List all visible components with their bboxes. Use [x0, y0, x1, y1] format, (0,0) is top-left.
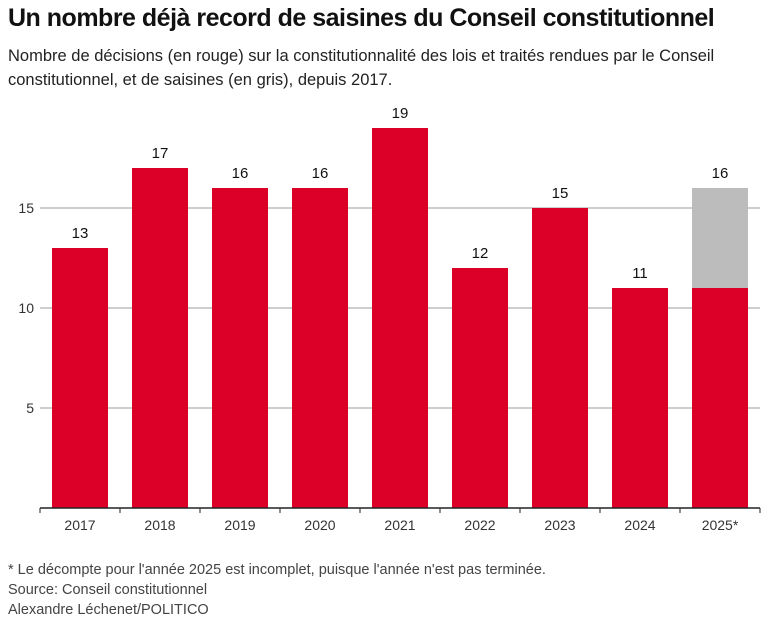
y-tick-label: 15 — [18, 200, 34, 216]
value-label: 16 — [312, 165, 329, 182]
bar-decisions-2025 — [692, 288, 748, 508]
bar-chart: 5 10 15 13 2017 17 2018 16 2019 16 2020 19 2021 12 202… — [18, 105, 761, 533]
value-label: 11 — [632, 265, 648, 282]
x-tick-label: 2017 — [64, 517, 95, 533]
chart-footer: * Le décompte pour l'année 2025 est inco… — [8, 560, 546, 620]
x-tick-label: 2021 — [384, 517, 415, 533]
value-label: 16 — [232, 165, 249, 182]
value-label: 13 — [72, 225, 89, 242]
x-tick-label: 2019 — [224, 517, 255, 533]
bar-decisions-2021 — [372, 128, 428, 508]
bar-decisions-2023 — [532, 208, 588, 508]
value-label: 17 — [152, 145, 169, 162]
value-label: 16 — [712, 165, 729, 182]
value-label: 15 — [552, 185, 569, 202]
bar-decisions-2018 — [132, 168, 188, 508]
y-tick-label: 5 — [26, 400, 34, 416]
x-tick-label: 2023 — [544, 517, 575, 533]
x-tick-label: 2022 — [464, 517, 495, 533]
x-tick-label: 2018 — [144, 517, 175, 533]
x-tick-label: 2020 — [304, 517, 335, 533]
value-label: 12 — [472, 245, 489, 262]
bar-decisions-2019 — [212, 188, 268, 508]
chart-title: Un nombre déjà record de saisines du Con… — [8, 4, 715, 32]
source-credit: Source: Conseil constitutionnel — [8, 582, 208, 598]
value-label: 19 — [392, 105, 409, 122]
bar-decisions-2020 — [292, 188, 348, 508]
bar-decisions-2022 — [452, 268, 508, 508]
y-tick-label: 10 — [18, 300, 34, 316]
x-tick-label: 2025* — [702, 517, 739, 533]
bar-saisines-2025 — [692, 188, 748, 288]
chart-subtitle: Nombre de décisions (en rouge) sur la co… — [8, 47, 715, 89]
footnote: * Le décompte pour l'année 2025 est inco… — [8, 562, 546, 578]
author-credit: Alexandre Léchenet/POLITICO — [8, 602, 209, 618]
x-tick-label: 2024 — [624, 517, 655, 533]
bar-decisions-2024 — [612, 288, 668, 508]
bar-decisions-2017 — [52, 248, 108, 508]
